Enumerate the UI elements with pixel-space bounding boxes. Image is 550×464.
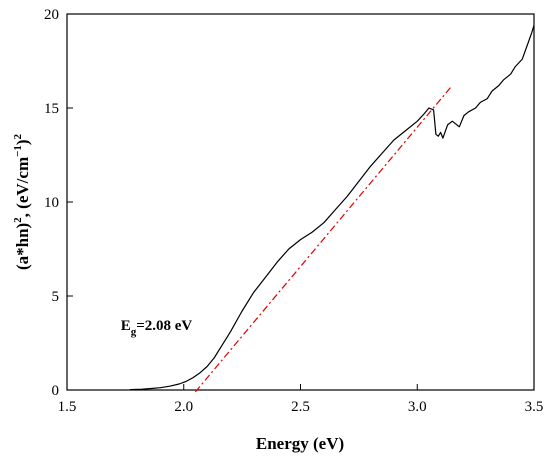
y-axis-title-sup2: −1 [12, 145, 24, 157]
y-axis-title-part3: ) [13, 139, 32, 145]
x-tick-label: 3.5 [525, 399, 544, 415]
x-tick-label: 3.0 [408, 399, 427, 415]
x-axis-ticks: 1.5 2.0 2.5 3.0 3.5 [58, 384, 544, 415]
y-tick-label: 5 [52, 289, 60, 305]
y-tick-label: 20 [44, 7, 59, 23]
y-axis-title-sup1: 2 [12, 217, 24, 223]
tauc-fit-line [194, 85, 453, 393]
series-layer [129, 25, 535, 393]
y-axis-ticks: 0 5 10 15 20 [44, 7, 73, 399]
y-tick-label: 10 [44, 195, 59, 211]
absorption-curve [129, 25, 535, 391]
x-tick-label: 1.5 [58, 399, 77, 415]
y-axis-title-part2: , (eV/cm [13, 157, 32, 217]
bandgap-annotation-sub: g [131, 326, 137, 338]
bandgap-annotation-main: E [121, 318, 131, 334]
x-axis-title: Energy (eV) [256, 434, 344, 453]
y-axis-title: (a*hn)2, (eV/cm−1)2 [12, 133, 32, 270]
x-tick-label: 2.5 [291, 399, 310, 415]
y-tick-label: 0 [52, 383, 60, 399]
y-axis-title-sup3: 2 [12, 133, 24, 139]
x-tick-label: 2.0 [174, 399, 193, 415]
y-tick-label: 15 [44, 101, 59, 117]
bandgap-annotation: Eg=2.08 eV [121, 318, 193, 338]
bandgap-annotation-rest: =2.08 eV [136, 318, 192, 334]
y-axis-title-part1: (a*hn) [13, 223, 32, 270]
